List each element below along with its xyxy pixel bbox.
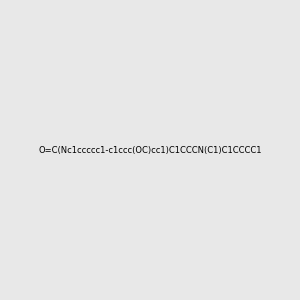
Text: O=C(Nc1ccccc1-c1ccc(OC)cc1)C1CCCN(C1)C1CCCC1: O=C(Nc1ccccc1-c1ccc(OC)cc1)C1CCCN(C1)C1C… bbox=[38, 146, 262, 154]
